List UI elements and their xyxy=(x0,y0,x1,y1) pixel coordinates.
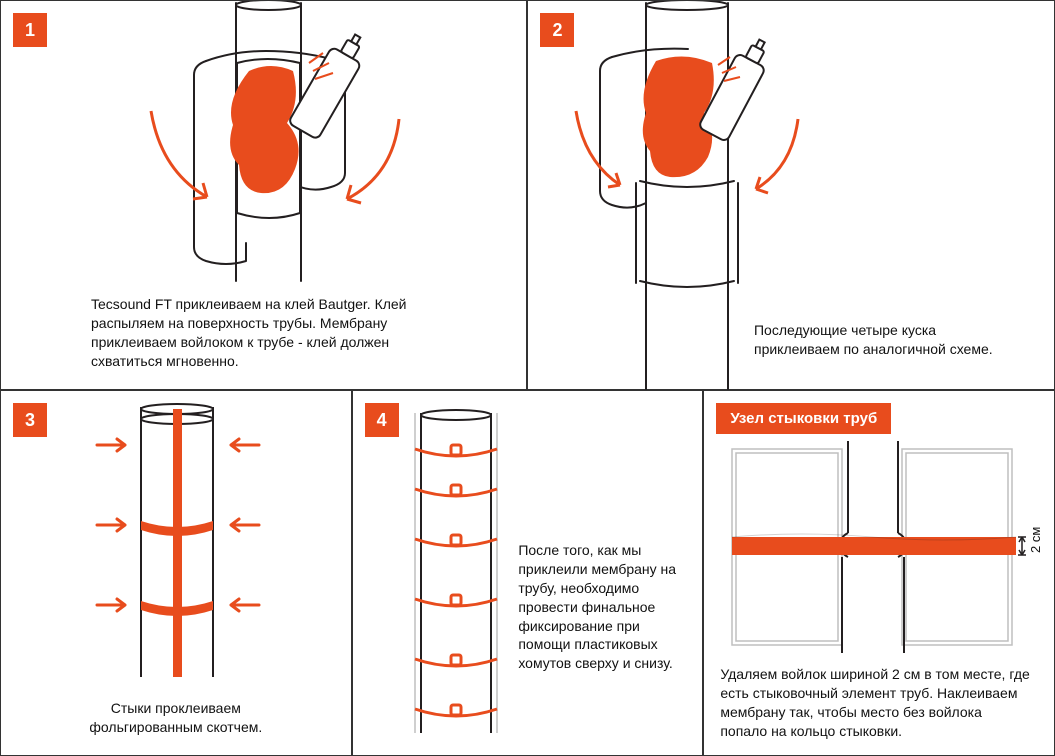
diagram-step-3 xyxy=(1,401,351,701)
panel-step-4: 4 После того, как мы приклеили мембрану … xyxy=(352,390,704,756)
dimension-label: 2 см xyxy=(1028,527,1042,553)
caption-joint: Удаляем войлок шириной 2 см в том месте,… xyxy=(720,665,1030,741)
caption-step-4: После того, как мы приклеили мембрану на… xyxy=(518,541,688,673)
panel-joint: Узел стыковки труб 2 см Удаляем войлок ш… xyxy=(703,390,1055,756)
clamps xyxy=(415,445,497,716)
diagram-step-4 xyxy=(363,409,543,739)
panel-step-3: 3 Стыки проклеиваем фольгированным скотч… xyxy=(0,390,352,756)
dimension-2cm xyxy=(1018,537,1026,555)
apply-arrow-left xyxy=(151,111,207,199)
tape-vertical xyxy=(173,409,182,677)
apply-arrow-right xyxy=(347,119,399,203)
panel-joint-title: Узел стыковки труб xyxy=(716,403,891,434)
caption-step-1: Tecsound FT приклеиваем на клей Bautger.… xyxy=(91,295,451,371)
diagram-step-1 xyxy=(1,1,521,291)
panel-step-1: 1 T xyxy=(0,0,527,390)
caption-step-3: Стыки проклеиваем фольгированным скотчем… xyxy=(66,699,286,737)
caption-step-2: Последующие четыре куска приклеиваем по … xyxy=(754,321,1024,359)
panel-step-2: 2 Последующие четыре куска приклеи xyxy=(527,0,1055,390)
diagram-joint: 2 см xyxy=(712,441,1042,666)
